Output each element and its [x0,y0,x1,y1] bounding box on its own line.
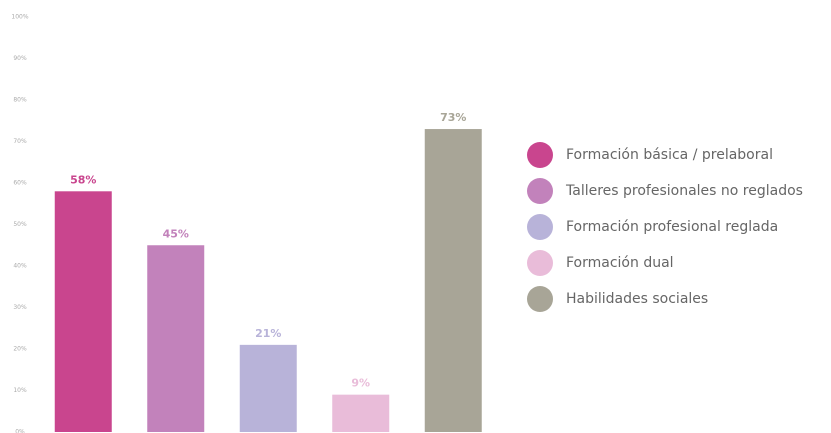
y-tick-label: 20% [13,346,27,353]
value-label: 58% [70,173,96,186]
legend-swatch [527,142,553,168]
legend-swatch [527,286,553,312]
legend-label: Habilidades sociales [566,291,708,307]
legend-label: Formación dual [566,255,674,271]
y-tick-label: 80% [13,97,27,104]
legend-label: Formación básica / prelaboral [566,147,773,163]
legend-swatch [527,250,553,276]
legend-label: Talleres profesionales no reglados [565,183,803,199]
bar [54,191,112,432]
bar [332,394,390,432]
y-tick-label: 90% [13,55,27,62]
legend-swatch [527,214,553,240]
value-label: 21% [255,327,281,340]
y-tick-label: 40% [13,263,27,270]
bar [424,129,482,433]
value-label: 73% [440,111,466,124]
legend-swatch [527,178,553,204]
legend-label: Formación profesional reglada [566,219,778,235]
y-tick-label: 0% [15,429,25,433]
y-tick-label: 30% [13,304,27,311]
bar [239,344,297,432]
y-tick-label: 70% [13,138,27,145]
y-tick-label: 10% [13,387,27,394]
value-label: 9% [351,377,370,390]
y-tick-label: 60% [13,180,27,187]
y-tick-label: 50% [13,221,27,228]
bar [147,245,205,432]
value-label: 45% [163,227,189,240]
y-tick-label: 100% [11,14,28,21]
